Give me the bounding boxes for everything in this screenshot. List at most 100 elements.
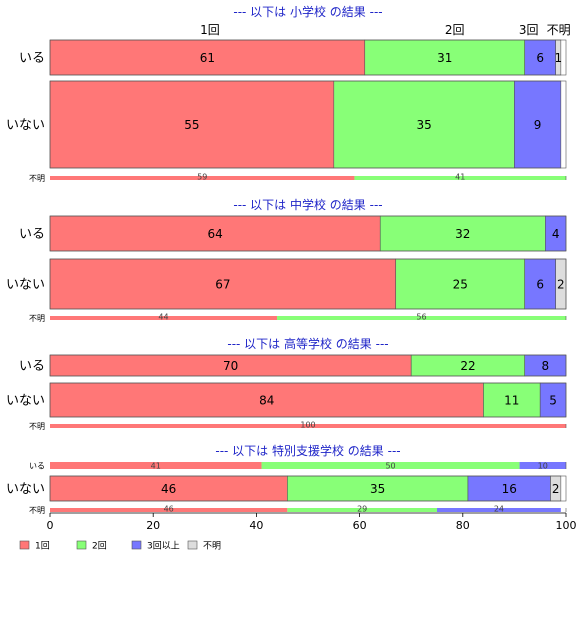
data-label: 5 bbox=[549, 393, 557, 407]
data-label: 35 bbox=[370, 482, 385, 496]
data-label: 59 bbox=[197, 173, 207, 182]
data-label: 4 bbox=[552, 227, 560, 241]
data-label: 50 bbox=[385, 462, 395, 471]
row-label: いる bbox=[19, 359, 45, 374]
bar-row: いない 55 35 9 bbox=[6, 80, 567, 169]
bar-segment bbox=[261, 462, 520, 469]
bar-segment bbox=[354, 176, 566, 180]
bar-segment bbox=[287, 508, 437, 512]
bar-segment bbox=[483, 382, 541, 418]
legend-label: 不明 bbox=[203, 541, 221, 552]
data-label: 25 bbox=[453, 277, 468, 291]
row-label: 不明 bbox=[29, 506, 45, 515]
panel-0: --- 以下は 小学校 の結果 --- いる 61 31 6 1 いない 55 35 9 不明 59 4… bbox=[6, 4, 571, 183]
data-label: 2 bbox=[557, 277, 565, 291]
bar-row: 不明 59 41 bbox=[29, 173, 567, 183]
bar-outline bbox=[49, 215, 567, 252]
legend-swatch bbox=[19, 540, 30, 550]
bar-segment bbox=[287, 475, 469, 502]
data-label: 6 bbox=[536, 277, 544, 291]
bar-segment bbox=[50, 176, 355, 180]
data-label: 41 bbox=[151, 462, 161, 471]
bar-segment bbox=[50, 316, 278, 320]
panel-title: --- 以下は 特別支援学校 の結果 --- bbox=[215, 443, 400, 458]
data-label: 46 bbox=[164, 505, 174, 514]
legend-label: 3回以上 bbox=[147, 541, 180, 552]
category-label: 3回 bbox=[519, 23, 539, 37]
category-label: 2回 bbox=[445, 23, 465, 37]
panel-3: --- 以下は 特別支援学校 の結果 --- いる 41 50 10 いない 46 35 16 2… bbox=[6, 443, 567, 515]
panel-title: --- 以下は 高等学校 の結果 --- bbox=[227, 336, 388, 351]
bar-segment bbox=[49, 215, 381, 252]
data-label: 11 bbox=[504, 393, 519, 407]
x-tick-label: 40 bbox=[249, 519, 263, 532]
bar-segment bbox=[364, 39, 526, 76]
row-label: 不明 bbox=[29, 422, 45, 431]
data-label: 16 bbox=[502, 482, 517, 496]
data-label: 41 bbox=[455, 173, 465, 182]
x-tick-label: 20 bbox=[146, 519, 160, 532]
data-label: 61 bbox=[200, 51, 215, 65]
bar-row: いない 84 11 5 bbox=[6, 382, 567, 418]
data-label: 32 bbox=[455, 227, 470, 241]
bar-segment bbox=[524, 258, 556, 310]
row-label: いない bbox=[6, 394, 45, 409]
data-label: 22 bbox=[460, 359, 475, 373]
category-labels: 1回 2回 3回 不明 bbox=[200, 23, 571, 37]
panel-2: --- 以下は 高等学校 の結果 --- いる 70 22 8 いない 84 11 5 不明 100 bbox=[6, 336, 567, 431]
bar-outline bbox=[49, 80, 567, 169]
row-label: いない bbox=[6, 118, 45, 133]
legend: 1回 2回 3回以上 不明 bbox=[19, 540, 221, 552]
bar-segment bbox=[50, 508, 288, 512]
data-label: 2 bbox=[552, 482, 560, 496]
data-label: 55 bbox=[184, 118, 199, 132]
data-label: 44 bbox=[158, 313, 168, 322]
data-label: 1 bbox=[554, 51, 562, 65]
data-label: 70 bbox=[223, 359, 238, 373]
bar-segment bbox=[49, 39, 366, 76]
row-label: いる bbox=[19, 227, 45, 242]
bar-row: いる 41 50 10 bbox=[29, 462, 567, 471]
row-label: いない bbox=[6, 278, 45, 293]
bar-segment bbox=[277, 316, 566, 320]
data-label: 35 bbox=[416, 118, 431, 132]
x-tick-label: 100 bbox=[556, 519, 577, 532]
bar-segment bbox=[539, 382, 567, 418]
x-axis: 0 20 40 60 80 100 bbox=[47, 512, 577, 532]
bar-row: いない 67 25 6 2 bbox=[6, 258, 567, 310]
bar-outline bbox=[49, 382, 567, 418]
bar-row: いる 70 22 8 bbox=[19, 354, 567, 377]
category-label: 1回 bbox=[200, 23, 220, 37]
data-label: 6 bbox=[536, 51, 544, 65]
legend-swatch bbox=[187, 540, 198, 550]
data-label: 56 bbox=[416, 313, 426, 322]
bar-segment bbox=[49, 80, 335, 169]
bar-segment bbox=[50, 424, 566, 428]
data-label: 64 bbox=[207, 227, 222, 241]
bar-row: いない 46 35 16 2 bbox=[6, 475, 567, 502]
data-label: 24 bbox=[494, 505, 504, 514]
data-label: 46 bbox=[161, 482, 176, 496]
data-label: 10 bbox=[538, 462, 548, 471]
row-label: いる bbox=[19, 51, 45, 66]
row-label: 不明 bbox=[29, 314, 45, 323]
x-tick-label: 80 bbox=[456, 519, 470, 532]
data-label: 31 bbox=[437, 51, 452, 65]
data-label: 84 bbox=[259, 393, 274, 407]
x-tick-label: 0 bbox=[47, 519, 54, 532]
x-tick-label: 60 bbox=[353, 519, 367, 532]
bar-segment bbox=[49, 258, 397, 310]
row-label: いる bbox=[29, 462, 45, 471]
legend-swatch bbox=[131, 540, 142, 550]
row-label: いない bbox=[6, 482, 45, 497]
legend-swatch bbox=[76, 540, 87, 550]
data-label: 9 bbox=[534, 118, 542, 132]
bar-segment bbox=[395, 258, 526, 310]
data-label: 67 bbox=[215, 277, 230, 291]
row-label: 不明 bbox=[29, 174, 45, 183]
bar-outline bbox=[49, 475, 567, 502]
bar-row: いる 64 32 4 bbox=[19, 215, 567, 252]
data-label: 100 bbox=[300, 421, 315, 430]
data-label: 29 bbox=[357, 505, 367, 514]
